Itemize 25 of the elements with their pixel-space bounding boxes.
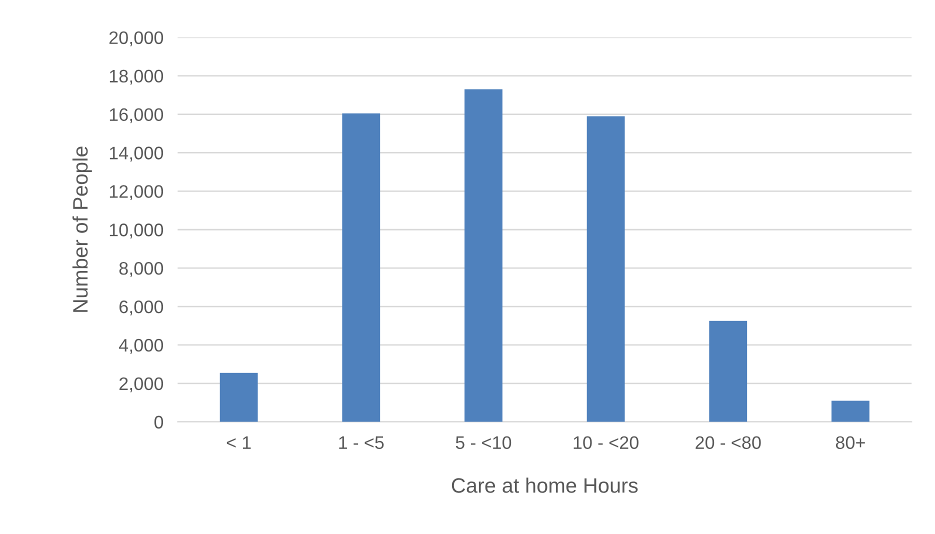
y-tick-label: 10,000 (110, 224, 164, 238)
x-axis-title: Care at home Hours (452, 478, 638, 493)
y-tick-label: 8,000 (119, 262, 164, 277)
bar (709, 320, 748, 422)
x-tick-label: < 1 (226, 436, 251, 449)
y-axis-title: Number of People (72, 146, 92, 312)
y-tick-label: 18,000 (110, 70, 164, 85)
bar (342, 113, 380, 422)
x-tick-label: 1 - <5 (339, 436, 384, 450)
bar (464, 89, 502, 422)
bar (832, 400, 870, 422)
y-tick-label: 0 (154, 416, 164, 429)
y-tick-label: 20,000 (109, 31, 164, 46)
bar (586, 116, 625, 422)
bar (220, 372, 258, 422)
y-tick-label: 4,000 (118, 338, 164, 354)
y-tick-label: 6,000 (120, 300, 164, 316)
x-tick-label: 80+ (836, 436, 865, 450)
x-tick-label: 5 - <10 (456, 436, 512, 450)
y-tick-label: 2,000 (119, 377, 164, 392)
y-tick-label: 14,000 (110, 146, 164, 162)
x-tick-label: 20 - <80 (696, 436, 761, 450)
y-tick-label: 12,000 (110, 185, 164, 200)
x-tick-label: 10 - <20 (574, 436, 638, 450)
y-tick-label: 16,000 (110, 108, 164, 124)
